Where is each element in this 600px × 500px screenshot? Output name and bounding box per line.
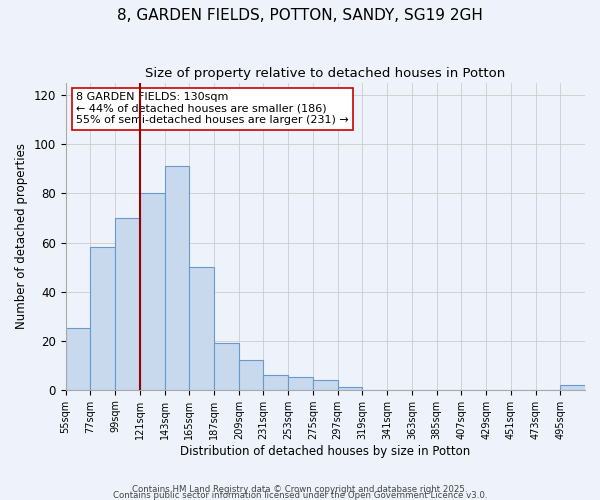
Bar — [164, 166, 190, 390]
Title: Size of property relative to detached houses in Potton: Size of property relative to detached ho… — [145, 68, 505, 80]
Bar — [91, 248, 115, 390]
Bar — [65, 328, 91, 390]
Bar — [214, 343, 239, 390]
Bar — [115, 218, 140, 390]
Bar — [288, 378, 313, 390]
Y-axis label: Number of detached properties: Number of detached properties — [15, 144, 28, 330]
Text: Contains public sector information licensed under the Open Government Licence v3: Contains public sector information licen… — [113, 490, 487, 500]
Text: 8 GARDEN FIELDS: 130sqm
← 44% of detached houses are smaller (186)
55% of semi-d: 8 GARDEN FIELDS: 130sqm ← 44% of detache… — [76, 92, 349, 126]
X-axis label: Distribution of detached houses by size in Potton: Distribution of detached houses by size … — [180, 444, 470, 458]
Bar — [140, 194, 164, 390]
Bar — [239, 360, 263, 390]
Text: Contains HM Land Registry data © Crown copyright and database right 2025.: Contains HM Land Registry data © Crown c… — [132, 484, 468, 494]
Text: 8, GARDEN FIELDS, POTTON, SANDY, SG19 2GH: 8, GARDEN FIELDS, POTTON, SANDY, SG19 2G… — [117, 8, 483, 22]
Bar — [338, 388, 362, 390]
Bar — [313, 380, 338, 390]
Bar — [560, 385, 585, 390]
Bar — [263, 375, 288, 390]
Bar — [190, 267, 214, 390]
